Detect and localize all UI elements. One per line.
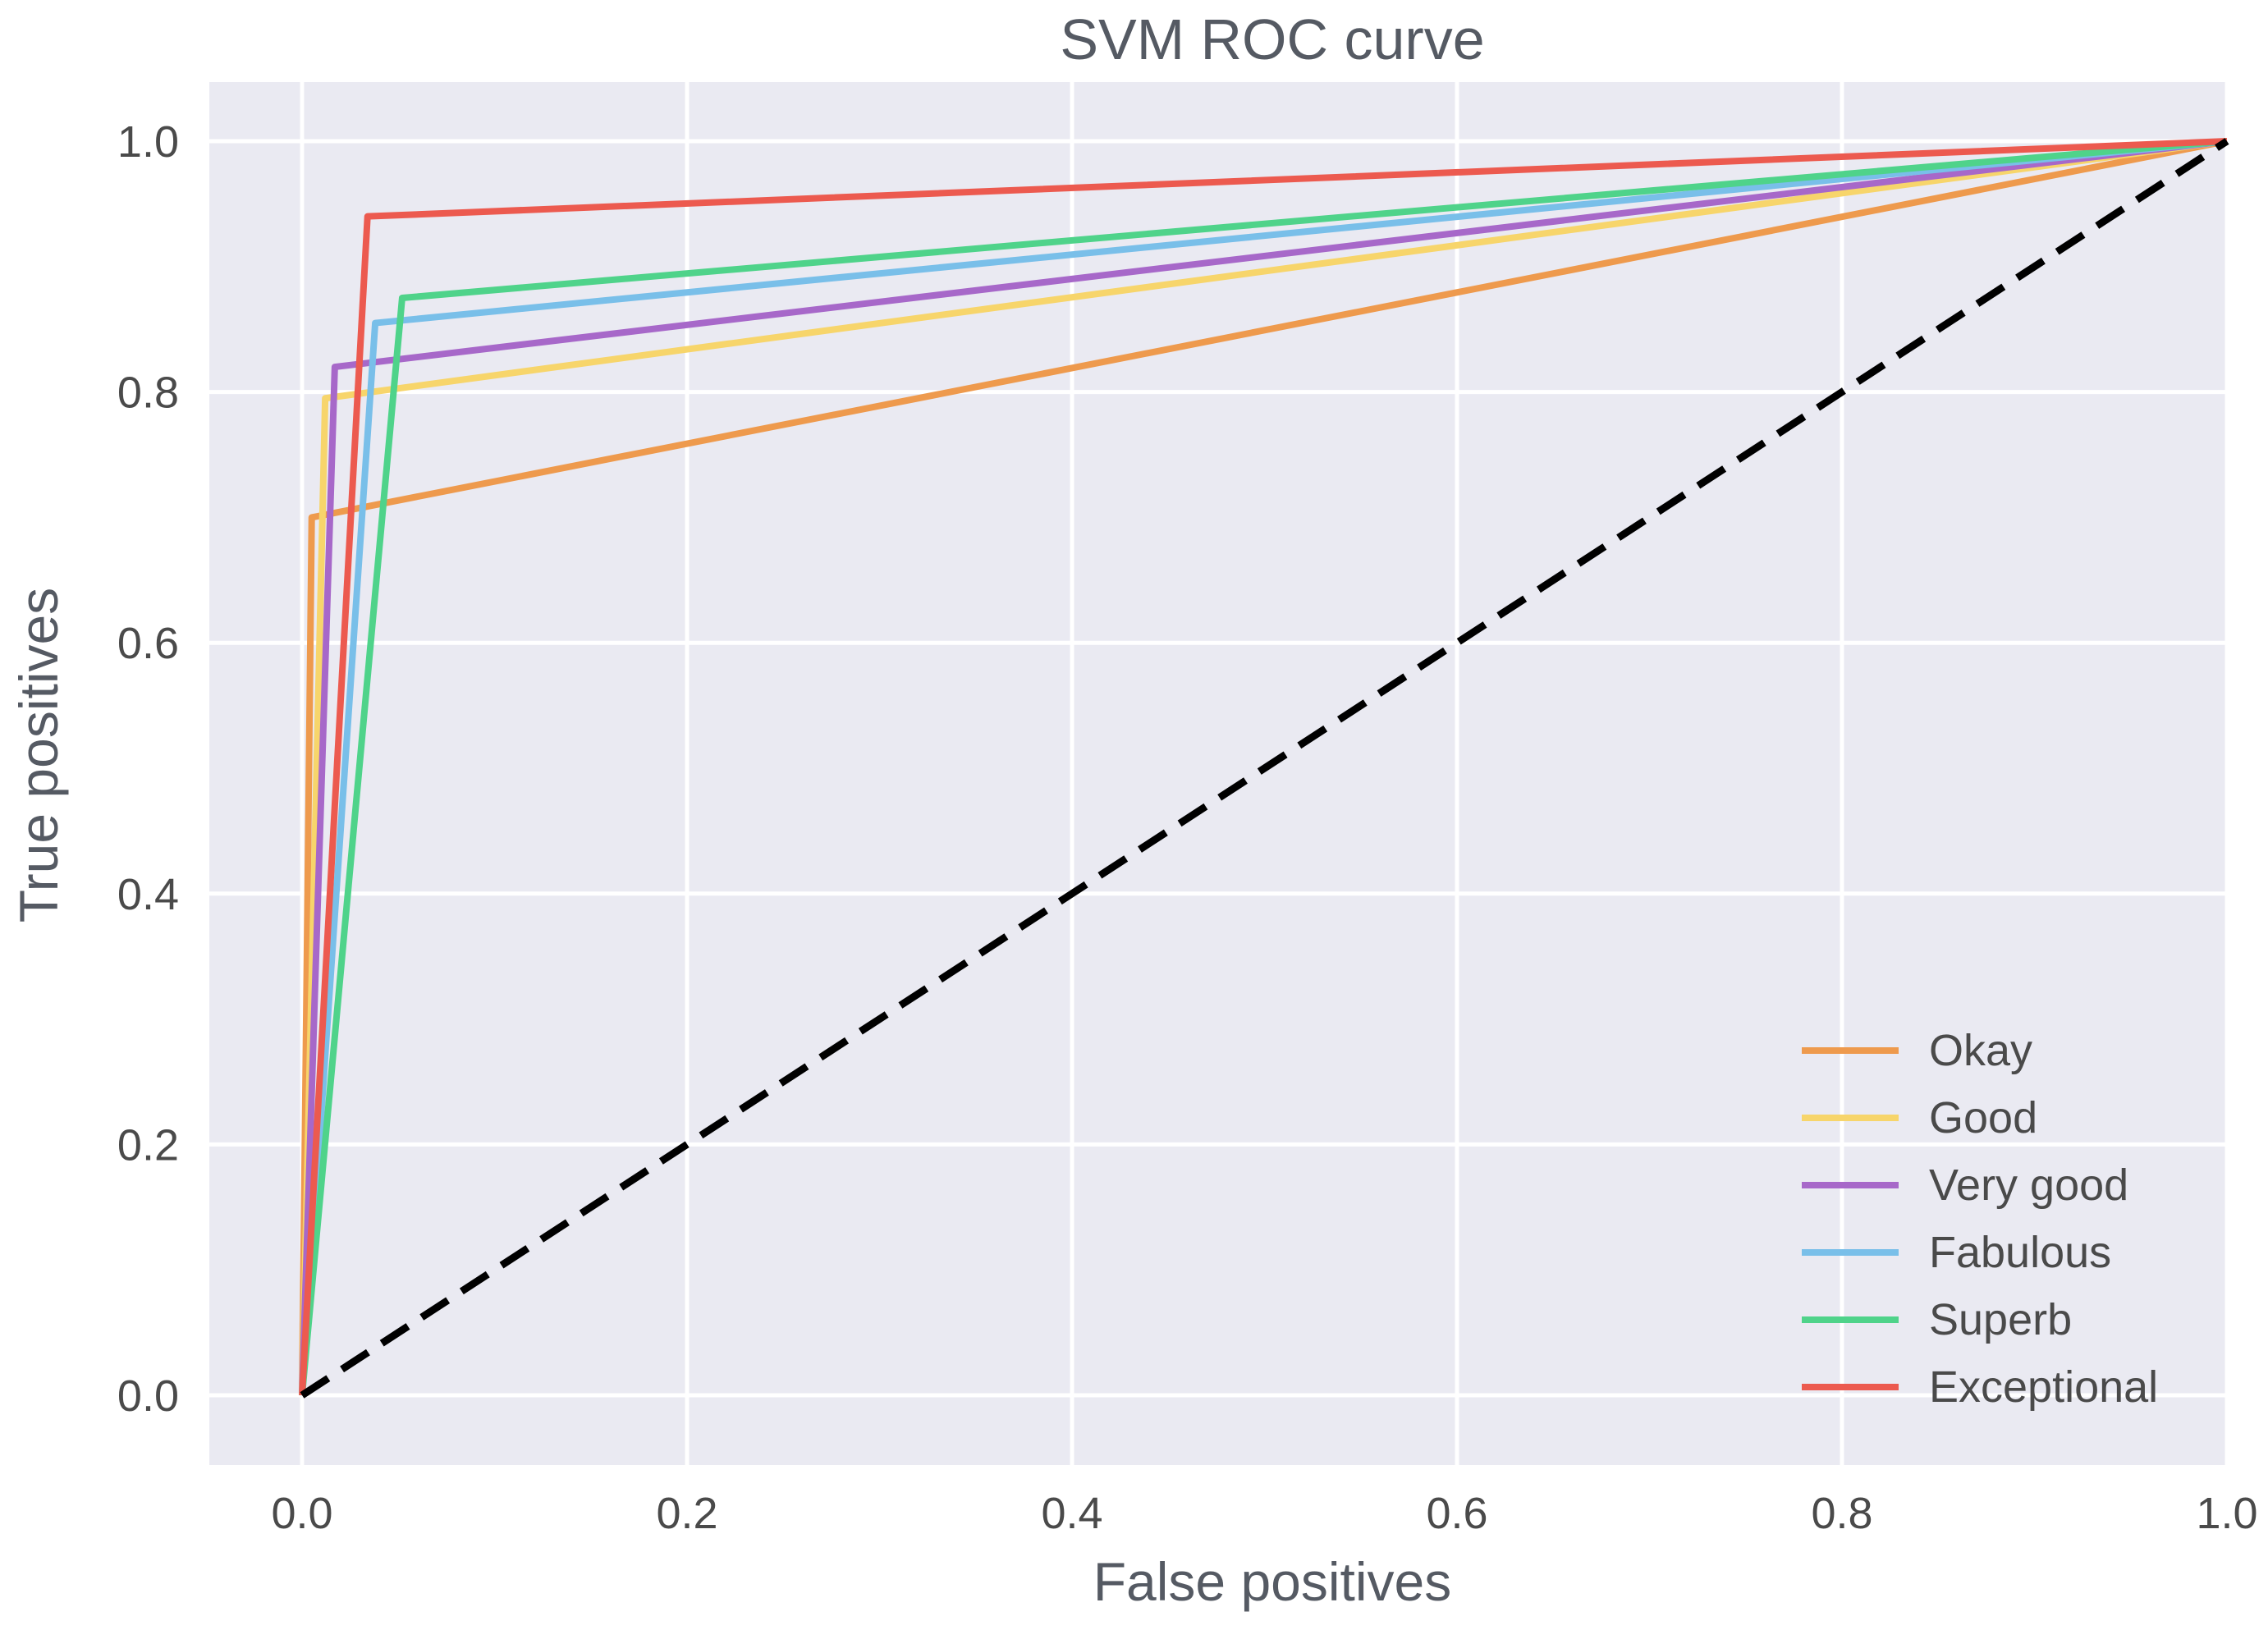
series-line-very-good bbox=[299, 138, 2228, 1396]
legend-label: Superb bbox=[1929, 1295, 2072, 1344]
grid bbox=[209, 82, 2229, 1465]
chart-title: SVM ROC curve bbox=[1060, 7, 1484, 71]
x-tick-label: 0.6 bbox=[1426, 1489, 1487, 1538]
series-line-exceptional bbox=[299, 138, 2228, 1396]
legend-label: Exceptional bbox=[1929, 1362, 2158, 1412]
x-tick-label: 0.4 bbox=[1041, 1489, 1102, 1538]
x-tick-label: 0.2 bbox=[656, 1489, 717, 1538]
chance-diagonal-line bbox=[300, 138, 2229, 1399]
x-tick-label: 0.0 bbox=[271, 1489, 332, 1538]
x-axis-label: False positives bbox=[1093, 1551, 1452, 1612]
x-tick-label: 1.0 bbox=[2196, 1489, 2257, 1538]
x-tick-label: 0.8 bbox=[1811, 1489, 1872, 1538]
legend-label: Very good bbox=[1929, 1161, 2128, 1210]
y-tick-label: 0.6 bbox=[117, 619, 179, 668]
legend: Okay Good Very good Fabulous Superb Exception… bbox=[1802, 1026, 2158, 1412]
reference-line-layer bbox=[300, 138, 2229, 1399]
series-line-fabulous bbox=[299, 138, 2228, 1396]
y-tick-label: 0.8 bbox=[117, 369, 179, 418]
series-line-okay bbox=[299, 138, 2228, 1396]
y-axis-label: True positives bbox=[8, 588, 69, 923]
y-tick-label: 0.4 bbox=[117, 870, 179, 919]
series-line-superb bbox=[299, 138, 2228, 1396]
legend-label: Fabulous bbox=[1929, 1228, 2111, 1277]
series-layer bbox=[299, 138, 2228, 1396]
legend-label: Good bbox=[1929, 1093, 2037, 1142]
y-tick-labels: 0.0 0.2 0.4 0.6 0.8 1.0 bbox=[117, 117, 179, 1421]
y-tick-label: 0.0 bbox=[117, 1371, 179, 1421]
y-tick-label: 1.0 bbox=[117, 117, 179, 167]
y-tick-label: 0.2 bbox=[117, 1120, 179, 1170]
legend-label: Okay bbox=[1929, 1026, 2032, 1075]
x-tick-labels: 0.0 0.2 0.4 0.6 0.8 1.0 bbox=[271, 1489, 2257, 1538]
